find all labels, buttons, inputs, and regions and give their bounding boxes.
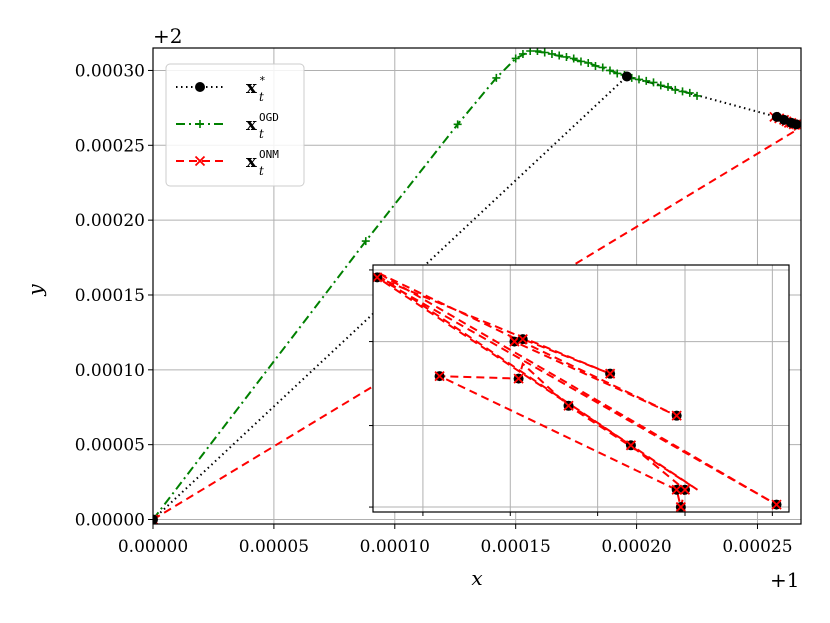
x-offset-label: +1 [770,568,799,592]
series-ogd-point [453,120,462,129]
series-ogd-point [605,66,614,75]
series-ogd-point [613,69,622,78]
y-tick-label: 0.00005 [75,436,145,456]
tick-group: 0.00000 0.00005 0.00010 0.00015 0.00020 0.000… [75,61,793,557]
x-tick-label: 0.00020 [601,537,671,557]
series-ogd-point [569,54,578,63]
inset-onm-point [671,410,682,421]
series-ogd-point [685,88,694,97]
series-ogd-point [664,82,673,91]
inset-onm-line [376,271,778,508]
legend-entry-label: x ONM t [246,148,279,178]
inset-onm-point [509,336,520,347]
series-ogd-point [649,78,658,87]
inset-plot-area [373,265,789,512]
legend-marker [195,82,205,92]
series-ogd-point [693,91,702,100]
series-ogd-point [361,237,370,246]
y-offset-label: +2 [153,24,182,48]
legend-marker [196,120,204,128]
x-axis-label: x [471,566,482,590]
inset-onm-point [604,368,616,379]
inset-onm-point [517,333,528,345]
inset-onm-point [434,371,445,382]
y-tick-label: 0.00010 [75,361,145,381]
x-tick-label: 0.00000 [118,537,188,557]
x-tick-label: 0.00005 [239,537,309,557]
series-ogd-point [511,54,520,63]
inset-onm-point [679,484,691,495]
series-ogd-point [576,57,585,66]
y-axis-label: y [23,284,47,297]
series-ogd-point [678,87,687,96]
inset-onm-point [771,499,782,510]
inset-onm-point [373,272,383,283]
inset-frame [372,264,790,513]
series-ogd-point [598,63,607,72]
series-ogd-point [492,73,501,82]
series-ogd-point [635,75,643,84]
y-tick-label: 0.00020 [75,211,145,231]
legend-marker [194,155,206,167]
y-tick-label: 0.00030 [75,61,145,81]
series-ogd-point [642,76,651,85]
legend-entry-label: x OGD t [246,111,279,141]
series-star-point [791,119,801,130]
inset-onm-point [675,501,686,512]
series-star-point [621,71,632,82]
series-ogd-point [540,48,549,57]
series-ogd-point [547,49,556,58]
series-ogd-point [591,61,600,70]
inset-onm-point [563,400,574,411]
inset-onm-point [671,484,682,495]
legend-box [165,63,305,187]
series-ogd-point [656,81,665,90]
legend: x * t x OGD t x ONM t [165,63,305,187]
inset-onm-point [513,373,524,384]
y-tick-label: 0.00025 [75,136,145,156]
inset-zoom-panel [369,264,790,516]
y-tick-label: 0.00015 [75,286,145,306]
series-ogd-point [584,58,593,67]
inset-onm-point [625,440,637,451]
series-ogd-point [518,49,527,58]
plot-frame [152,47,802,525]
series-ogd-point [555,51,564,60]
x-tick-label: 0.00010 [360,537,430,557]
y-tick-label: 0.00000 [75,511,145,531]
series-ogd-point [671,85,680,94]
x-tick-label: 0.00025 [722,537,792,557]
legend-entry-label: x * t [246,74,266,104]
series-ogd-point [562,52,571,61]
series-star-point [153,514,158,524]
x-tick-label: 0.00015 [481,537,551,557]
